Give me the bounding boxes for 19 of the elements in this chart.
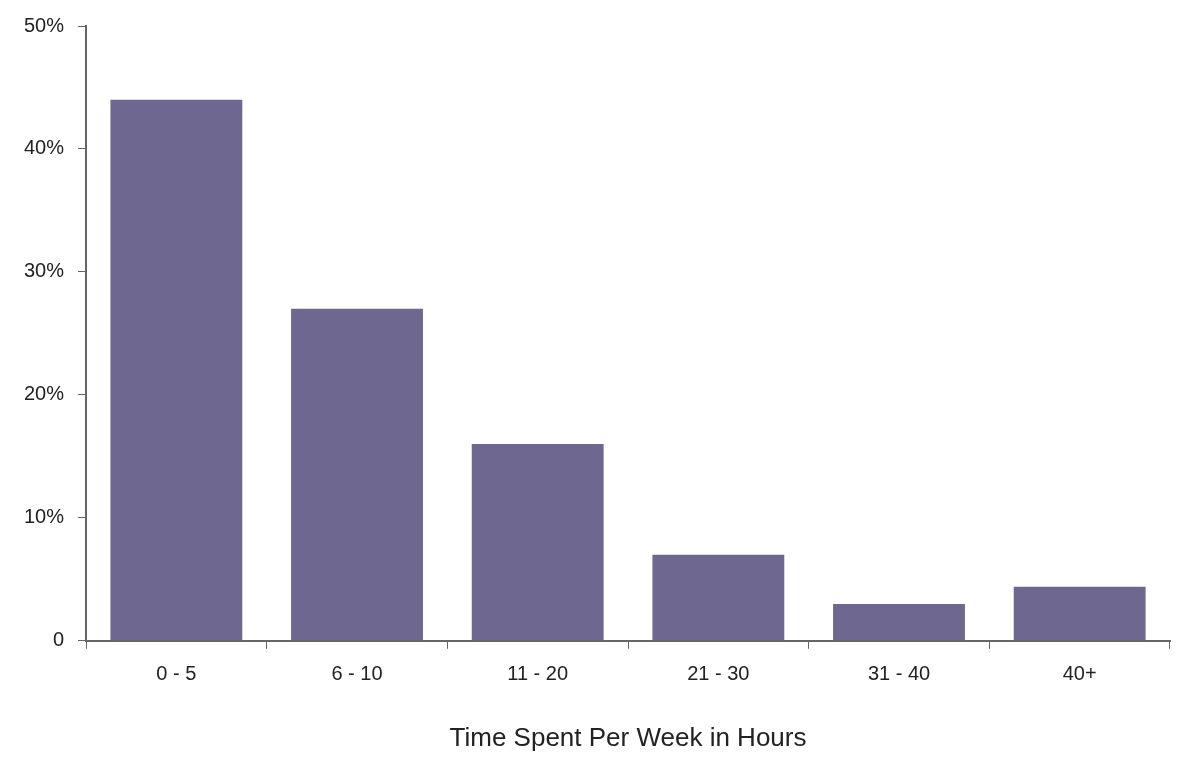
x-tick-label: 21 - 30 <box>687 662 750 685</box>
y-tick-label: 50% <box>24 13 65 36</box>
x-tick-label: 0 - 5 <box>156 662 197 685</box>
y-tick-label: 10% <box>24 505 65 528</box>
y-tick-label: 40% <box>24 136 65 159</box>
bar <box>652 554 785 641</box>
x-axis-title: Time Spent Per Week in Hours <box>449 721 807 752</box>
x-tick-label: 6 - 10 <box>331 662 383 685</box>
x-tick-label: 40+ <box>1062 662 1097 685</box>
bar <box>1013 586 1146 641</box>
y-tick-label: 20% <box>24 382 65 405</box>
bar <box>833 603 965 641</box>
bar <box>471 444 604 641</box>
bar <box>110 99 243 641</box>
x-tick-label: 31 - 40 <box>867 662 931 685</box>
bar <box>291 308 423 641</box>
y-tick-label: 30% <box>24 259 65 282</box>
x-tick-label: 11 - 20 <box>507 662 569 685</box>
y-tick-label: 0 <box>52 628 65 651</box>
